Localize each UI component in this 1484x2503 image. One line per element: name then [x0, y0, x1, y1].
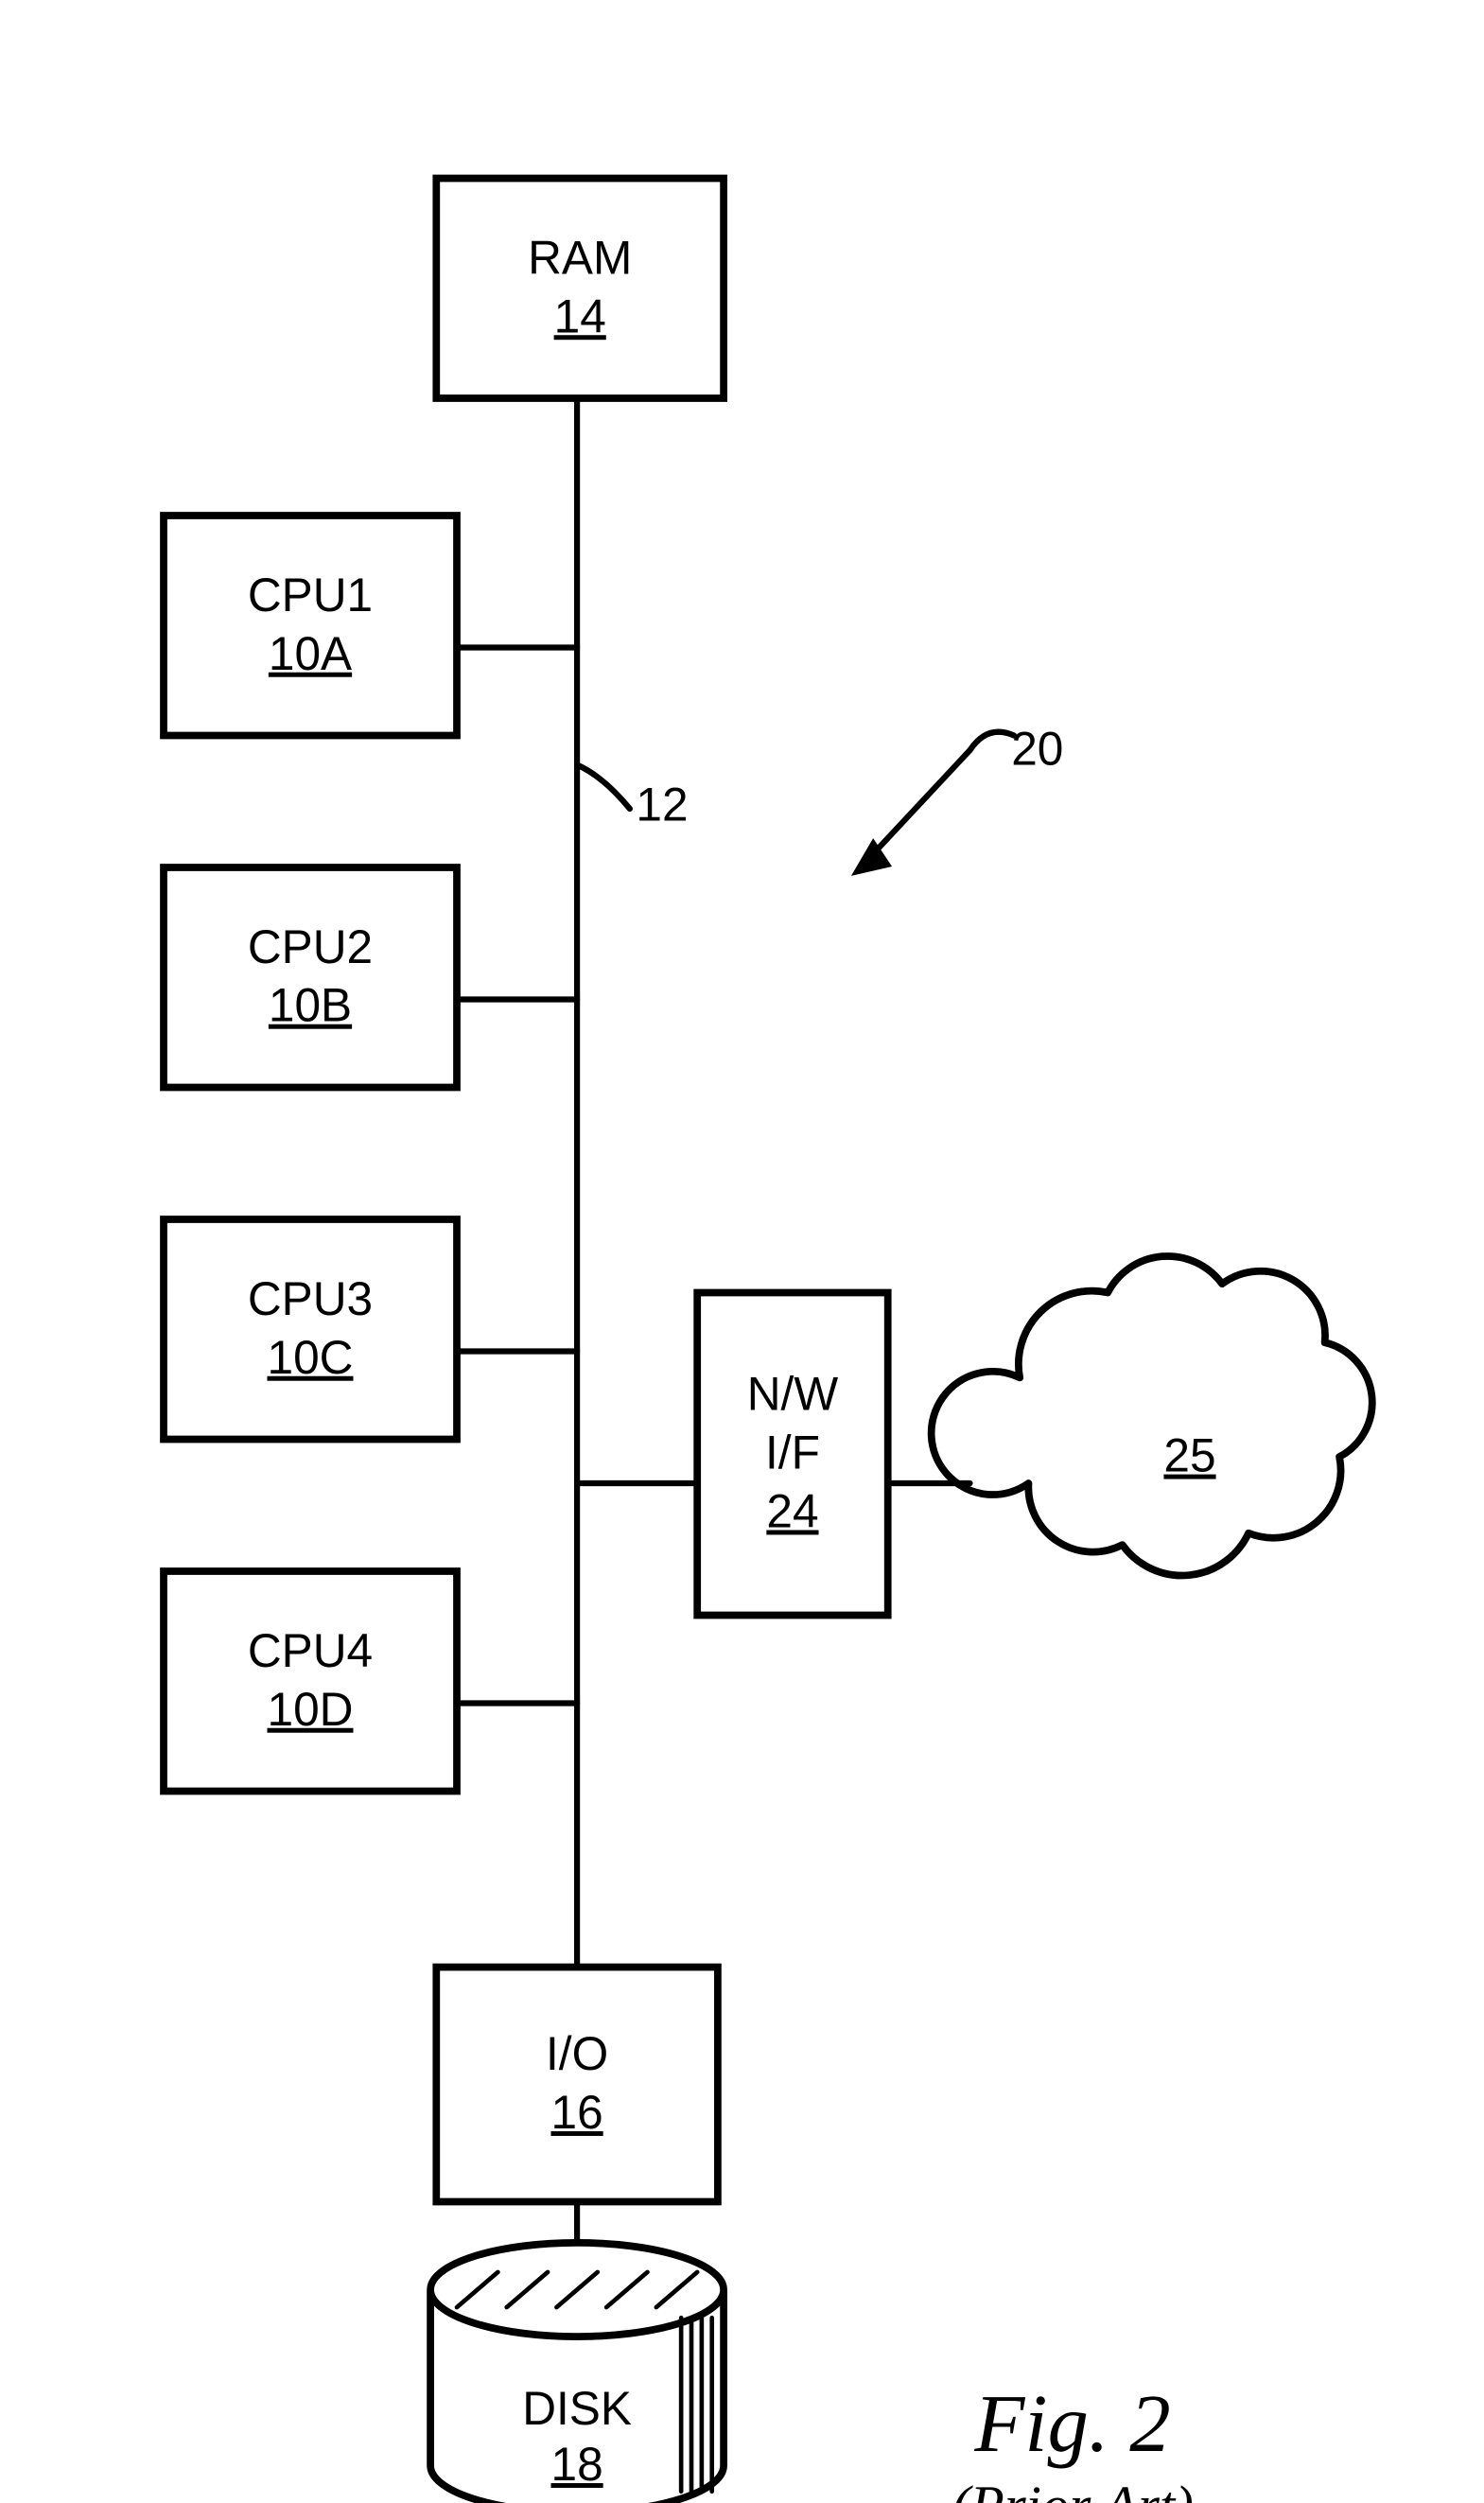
bus-leader [577, 765, 630, 810]
io-label: I/O [546, 2027, 608, 2080]
cloud-ref: 25 [1163, 1429, 1215, 1482]
system-leader-hook [970, 732, 1015, 750]
cpu3-ref: 10C [268, 1331, 354, 1384]
disk-ref: 18 [551, 2438, 603, 2491]
disk-label: DISK [522, 2382, 632, 2435]
nwif-label-2: I/F [765, 1427, 820, 1479]
figure-caption-main: Fig. 2 [973, 2378, 1170, 2469]
bus-ref: 12 [636, 778, 688, 831]
ram-ref: 14 [554, 289, 606, 342]
nwif-label-1: N/W [747, 1368, 839, 1421]
cpu1-label: CPU1 [248, 569, 373, 621]
system-ref: 20 [1011, 723, 1063, 776]
cpu4-ref: 10D [268, 1683, 354, 1736]
cpu3-label: CPU3 [248, 1272, 373, 1325]
cpu2-ref: 10B [269, 979, 352, 1032]
ram-label: RAM [528, 231, 632, 284]
figure-caption-sub: (Prior Art) [952, 2476, 1194, 2503]
cpu4-label: CPU4 [248, 1624, 373, 1677]
cloud-shape [932, 1256, 1372, 1576]
io-ref: 16 [551, 2086, 603, 2139]
nwif-ref: 24 [766, 1485, 818, 1538]
cpu1-ref: 10A [269, 627, 352, 680]
cpu2-label: CPU2 [248, 920, 373, 973]
